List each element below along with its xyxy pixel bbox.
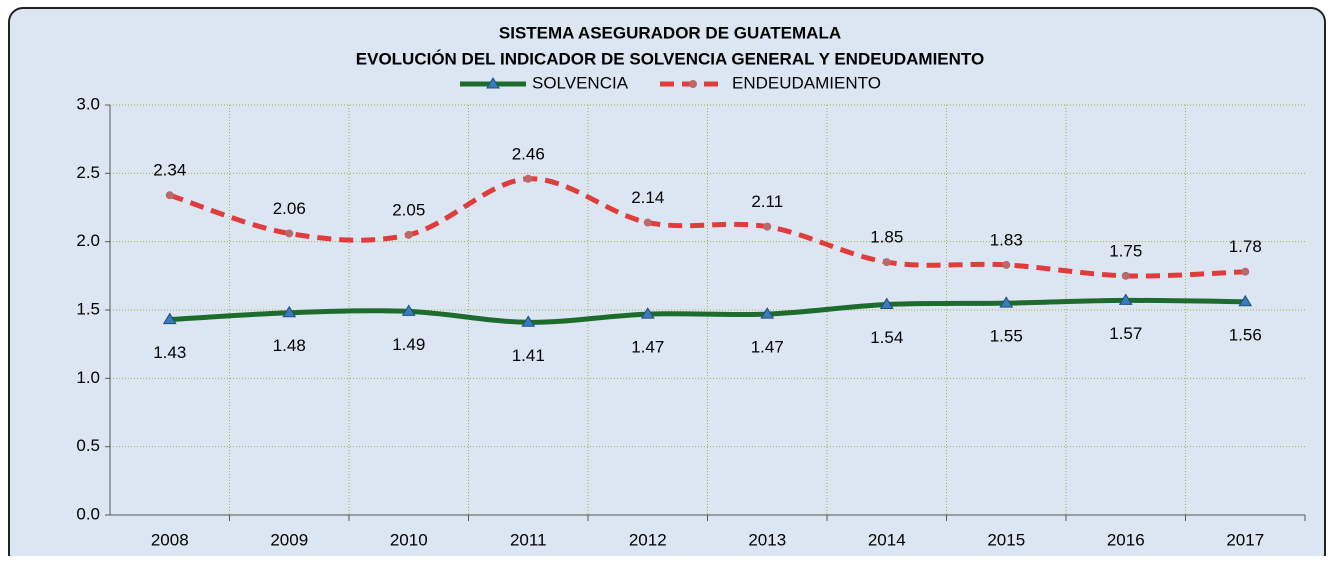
point-marker: [689, 80, 697, 88]
point-marker: [486, 77, 500, 89]
x-tick-label: 2015: [987, 530, 1025, 549]
x-tick-label: 2014: [868, 530, 906, 549]
y-tick-label: 0.0: [76, 504, 100, 523]
data-label: 1.55: [990, 327, 1023, 346]
point-marker: [1118, 293, 1133, 305]
point-marker: [999, 296, 1014, 308]
data-label: 1.75: [1109, 241, 1142, 260]
x-tick-label: 2016: [1107, 530, 1145, 549]
y-tick-label: 3.0: [76, 94, 100, 113]
y-tick-label: 2.5: [76, 163, 100, 182]
point-marker: [1121, 271, 1130, 280]
chart-title: SISTEMA ASEGURADOR DE GUATEMALA: [499, 23, 841, 42]
data-label: 2.11: [751, 192, 783, 211]
point-marker: [404, 230, 413, 239]
point-marker: [285, 229, 294, 238]
data-label: 2.34: [153, 161, 186, 180]
x-tick-label: 2011: [510, 530, 547, 549]
data-label: 1.41: [512, 346, 545, 365]
point-marker: [879, 297, 894, 310]
data-label: 1.49: [392, 335, 425, 354]
point-marker: [1002, 260, 1011, 269]
point-marker: [882, 258, 891, 267]
data-label: 1.83: [990, 230, 1023, 249]
data-label: 1.78: [1229, 237, 1262, 256]
point-marker: [165, 191, 174, 200]
legend-label: SOLVENCIA: [532, 73, 629, 92]
data-label: 2.05: [392, 200, 425, 219]
point-marker: [640, 307, 655, 319]
x-tick-label: 2010: [390, 530, 428, 549]
point-marker: [643, 218, 652, 227]
legend-label: ENDEUDAMIENTO: [732, 73, 881, 92]
point-marker: [1241, 267, 1250, 276]
data-label: 1.47: [631, 338, 664, 357]
data-label: 2.14: [631, 188, 664, 207]
point-marker: [282, 305, 297, 318]
y-tick-label: 2.0: [76, 231, 100, 250]
series-line: [169, 297, 1246, 325]
data-label: 1.54: [870, 328, 903, 347]
x-tick-label: 2009: [270, 530, 308, 549]
data-label: 1.43: [153, 343, 186, 362]
point-marker: [521, 315, 536, 327]
data-label: 1.56: [1229, 325, 1262, 344]
point-marker: [162, 312, 177, 325]
data-label: 1.48: [273, 336, 306, 355]
x-tick-label: 2008: [151, 530, 189, 549]
point-marker: [763, 222, 772, 231]
x-tick-label: 2012: [629, 530, 667, 549]
point-marker: [524, 174, 533, 183]
y-tick-label: 0.5: [76, 436, 100, 455]
chart-frame: [8, 7, 1326, 561]
point-marker: [1238, 294, 1253, 307]
y-tick-label: 1.0: [76, 368, 100, 387]
series-line: [168, 176, 1246, 279]
point-marker: [760, 307, 775, 319]
data-label: 2.06: [273, 199, 306, 218]
data-label: 1.57: [1109, 324, 1142, 343]
x-tick-label: 2013: [748, 530, 786, 549]
point-marker: [401, 304, 416, 316]
data-label: 1.85: [870, 228, 903, 247]
x-tick-label: 2017: [1226, 530, 1264, 549]
data-label: 2.46: [512, 144, 545, 163]
data-label: 1.47: [751, 338, 784, 357]
y-tick-label: 1.5: [76, 299, 100, 318]
chart-subtitle: EVOLUCIÓN DEL INDICADOR DE SOLVENCIA GEN…: [356, 49, 984, 68]
